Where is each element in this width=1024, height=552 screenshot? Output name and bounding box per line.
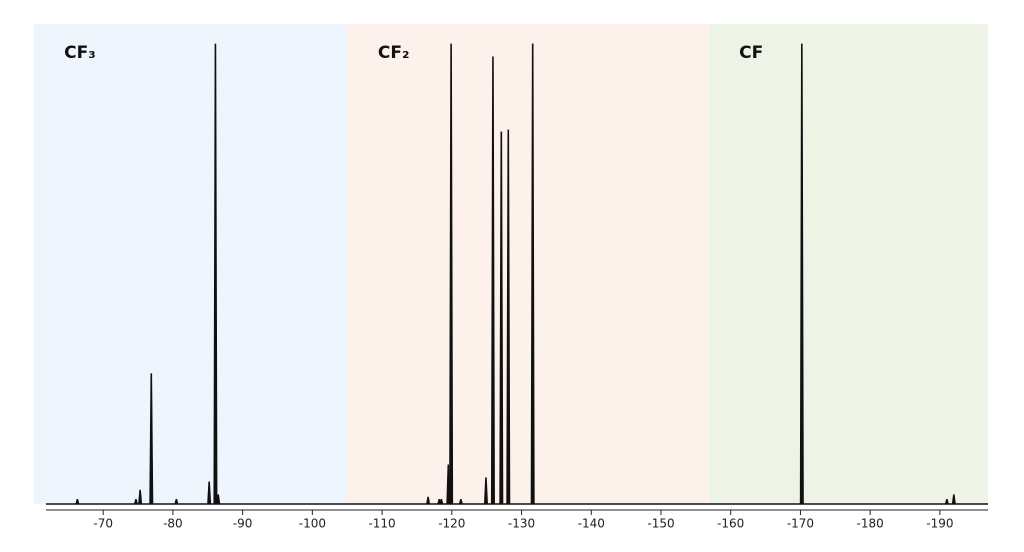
- x-tick-label: -180: [857, 517, 884, 531]
- x-tick-label: -140: [578, 517, 605, 531]
- peak: [499, 131, 504, 505]
- peak: [75, 499, 80, 505]
- x-tick-label: -100: [299, 517, 326, 531]
- peak: [449, 43, 454, 505]
- peak: [149, 373, 154, 505]
- x-tick-label: -150: [647, 517, 674, 531]
- peak: [138, 489, 143, 505]
- region-band: [34, 24, 348, 504]
- x-tick-label: -80: [163, 517, 183, 531]
- region-label: CF₂: [378, 43, 410, 63]
- region-band: [709, 24, 988, 504]
- peak: [439, 499, 444, 505]
- peak: [490, 56, 495, 505]
- x-tick-label: -160: [717, 517, 744, 531]
- peak: [213, 43, 218, 505]
- region-label: CF: [739, 43, 763, 63]
- x-tick-label: -90: [233, 517, 253, 531]
- x-tick-label: -190: [926, 517, 953, 531]
- x-tick-label: -130: [508, 517, 535, 531]
- peak: [458, 499, 463, 505]
- peak: [426, 496, 431, 505]
- peak: [483, 477, 488, 505]
- region-band: [347, 24, 710, 504]
- peak: [944, 499, 949, 505]
- peak: [446, 464, 451, 505]
- region-label: CF₃: [64, 43, 96, 63]
- peak: [216, 494, 221, 505]
- x-tick-label: -110: [368, 517, 395, 531]
- x-tick-label: -120: [438, 517, 465, 531]
- peak: [207, 481, 212, 505]
- peak: [530, 43, 535, 505]
- peak: [174, 499, 179, 505]
- x-tick-label: -170: [787, 517, 814, 531]
- x-tick-label: -70: [93, 517, 113, 531]
- peak: [506, 129, 511, 505]
- peak: [799, 43, 804, 505]
- peak: [951, 494, 956, 505]
- peak: [133, 499, 139, 505]
